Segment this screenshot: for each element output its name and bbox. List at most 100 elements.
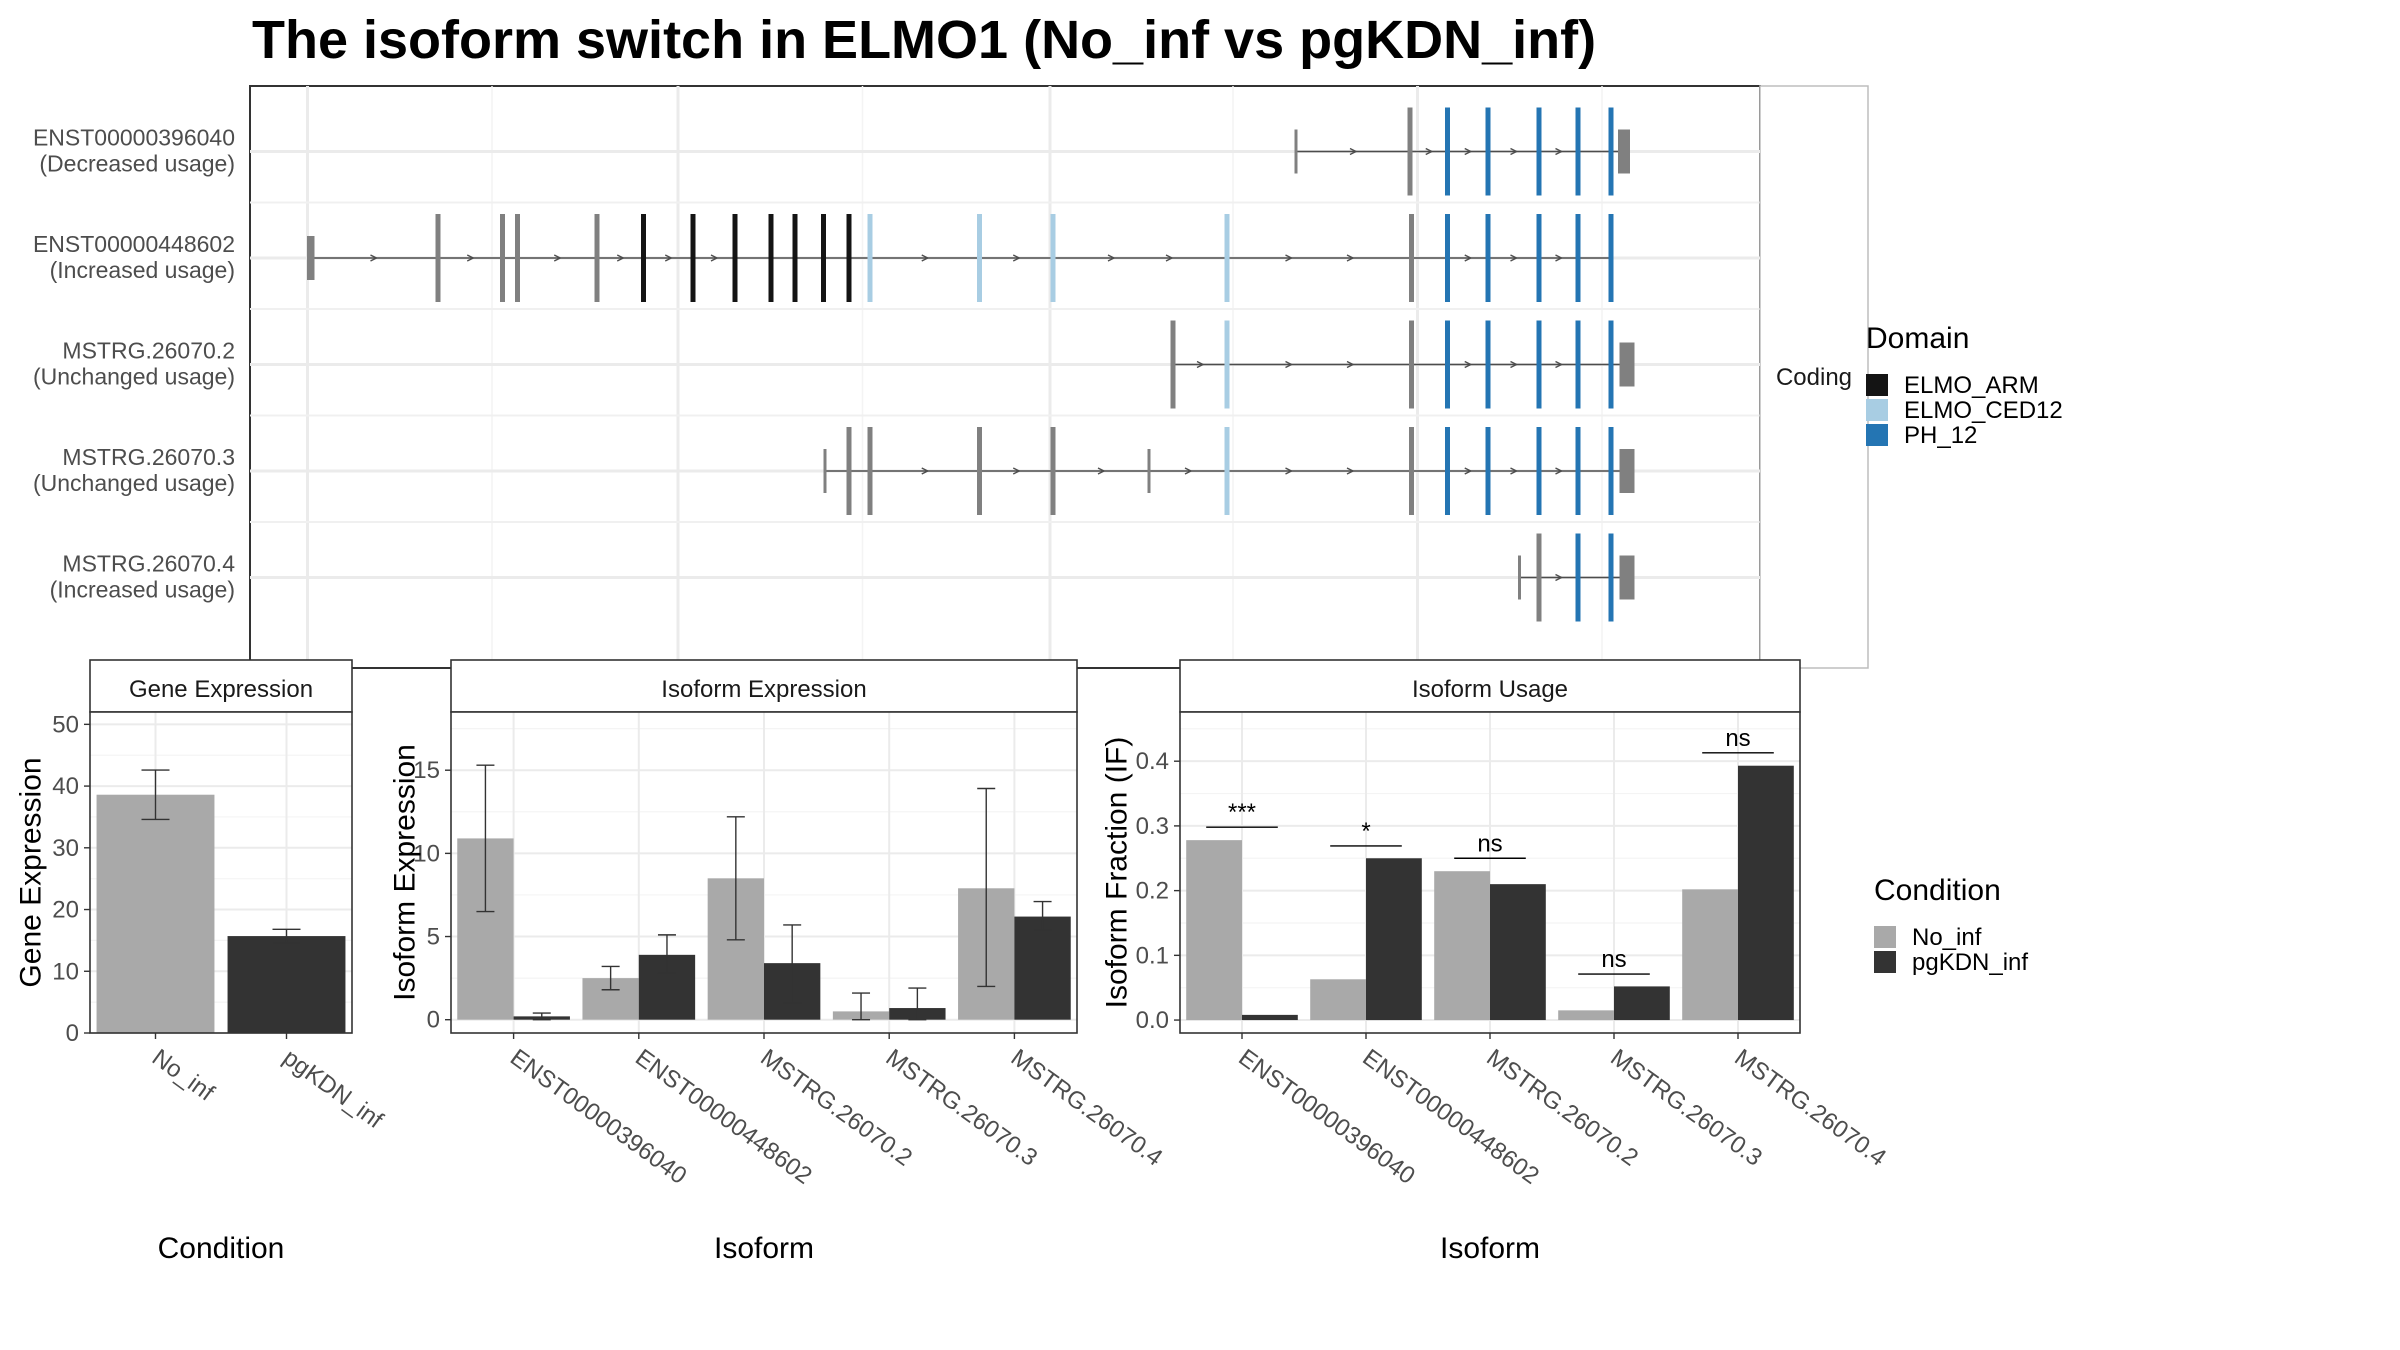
intron-arrow <box>1510 147 1519 156</box>
legend-condition-label: No_inf <box>1912 924 1982 951</box>
track-label-usage: (Unchanged usage) <box>33 364 235 390</box>
intron-arrow <box>1555 360 1564 369</box>
structure-track: MSTRG.26070.3(Unchanged usage) <box>33 427 1760 515</box>
x-axis-title: Isoform <box>1440 1232 1540 1265</box>
bar-pgkdn-inf <box>1738 765 1794 1021</box>
panel-strip-label: Isoform Expression <box>661 676 866 703</box>
legend-domain-label: ELMO_ARM <box>1904 372 2039 399</box>
track-label-usage: (Increased usage) <box>50 257 235 283</box>
structure-frame <box>249 85 1761 669</box>
intron-arrow <box>1555 573 1564 582</box>
panel-frame <box>89 711 353 1034</box>
exon-ph_12 <box>1485 107 1491 196</box>
intron-arrow <box>370 254 379 262</box>
intron-arrow <box>1349 147 1358 156</box>
legend-domain-swatch <box>1866 424 1888 446</box>
bar-no-inf <box>1310 979 1366 1021</box>
exon-elmo_arm <box>641 214 646 302</box>
exon-elmo_ced12 <box>1224 427 1230 515</box>
legend-domain-swatch <box>1866 374 1888 396</box>
exon-elmo_arm <box>846 214 852 302</box>
intron-arrow <box>1510 360 1519 369</box>
intron-arrow <box>1555 254 1564 262</box>
legend-domain-title: Domain <box>1866 322 1969 355</box>
legend-domain-label: ELMO_CED12 <box>1904 397 2063 424</box>
panel-strip <box>89 659 353 713</box>
track-label-id: ENST00000396040 <box>33 125 235 151</box>
intron-arrow <box>1464 467 1473 475</box>
intron-arrow <box>1510 254 1519 262</box>
x-axis-title: Isoform <box>714 1232 814 1265</box>
exon-gray <box>977 427 982 515</box>
y-tick-label: 15 <box>413 757 440 784</box>
exon-elmo_arm <box>690 214 696 302</box>
intron-arrow <box>1346 254 1355 262</box>
exon-elmo_ced12 <box>1050 214 1056 302</box>
x-tick-label: pgKDN_inf <box>278 1044 388 1134</box>
exon-elmo_ced12 <box>1224 320 1230 409</box>
exon-ph_12 <box>1536 107 1542 196</box>
intron-arrow <box>1285 467 1294 475</box>
track-label-id: MSTRG.26070.3 <box>62 444 235 470</box>
y-tick-label: 10 <box>413 840 440 867</box>
bar-pgkdn-inf <box>227 936 346 1033</box>
exon-start <box>1147 449 1151 493</box>
exon-gray <box>500 214 505 302</box>
exon-gray <box>867 427 873 515</box>
exon-start <box>1294 129 1298 174</box>
intron-arrow <box>1555 467 1564 475</box>
intron-arrow <box>1107 254 1116 262</box>
track-label-usage: (Unchanged usage) <box>33 470 235 496</box>
intron-arrow <box>1184 467 1193 475</box>
exon-ph_12 <box>1575 320 1581 409</box>
exon-start <box>823 449 827 493</box>
exon-ph_12 <box>1608 107 1614 196</box>
y-tick-label: 0 <box>427 1007 440 1034</box>
track-label-usage: (Decreased usage) <box>39 151 235 177</box>
panel-strip-label: Gene Expression <box>129 676 313 703</box>
intron-arrow <box>921 254 930 262</box>
panel-strip <box>450 659 1078 713</box>
structure-track: MSTRG.26070.4(Increased usage) <box>50 533 1760 622</box>
exon-ph_12 <box>1608 427 1614 515</box>
exon-ph_12 <box>1445 427 1450 515</box>
intron-arrow <box>616 254 625 262</box>
y-axis-title: Isoform Expression <box>389 744 422 1001</box>
bar-no-inf <box>1186 840 1242 1021</box>
exon-ph_12 <box>1536 427 1542 515</box>
exon-utr <box>307 236 315 280</box>
bar-no-inf <box>1434 871 1490 1021</box>
significance-label: ns <box>1477 830 1502 857</box>
intron-arrow <box>664 254 673 262</box>
track-label-id: ENST00000448602 <box>33 231 235 257</box>
intron-arrow <box>1346 467 1355 475</box>
structure-strip-label: Coding <box>1776 364 1852 391</box>
y-tick-label: 0.1 <box>1136 942 1169 969</box>
exon-ph_12 <box>1445 214 1450 302</box>
exon-ph_12 <box>1575 427 1581 515</box>
exon-gray <box>1407 107 1413 196</box>
intron-arrow <box>1510 467 1519 475</box>
significance-label: ns <box>1725 725 1750 752</box>
bar-no-inf <box>1682 889 1738 1021</box>
significance-label: ns <box>1601 946 1626 973</box>
significance-label: * <box>1361 818 1370 845</box>
exon-ph_12 <box>1575 214 1581 302</box>
significance-label: *** <box>1228 799 1256 826</box>
chart-panel-1: Gene Expression 0 10 20 30 40 50 No_inf pgKDN_in… <box>15 659 388 1265</box>
intron-arrow <box>1425 147 1434 156</box>
exon-gray <box>846 427 852 515</box>
bar-pgkdn-inf <box>1490 884 1546 1021</box>
legend-domain-swatch <box>1866 399 1888 421</box>
intron-arrow <box>1012 254 1021 262</box>
intron-arrow <box>1464 360 1473 369</box>
intron-arrow <box>921 467 930 475</box>
exon-elmo_arm <box>732 214 738 302</box>
y-tick-label: 5 <box>427 924 440 951</box>
exon-elmo_ced12 <box>867 214 873 302</box>
exon-gray <box>1050 427 1056 515</box>
exon-utr <box>1618 129 1630 174</box>
